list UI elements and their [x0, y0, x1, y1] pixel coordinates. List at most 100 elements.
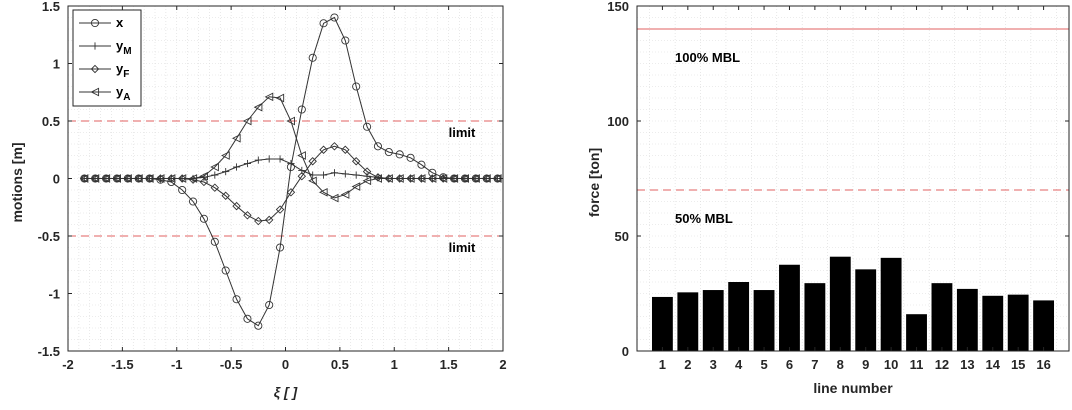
- series-point-yf: [395, 174, 404, 183]
- force-bars: [651, 256, 1055, 351]
- x-tick-label: 11: [910, 357, 924, 372]
- legend-label-x: x: [116, 15, 124, 30]
- series-point-ya: [90, 174, 100, 183]
- force-bar: [753, 290, 775, 351]
- series-point-ym: [243, 159, 252, 168]
- series-point-x: [221, 266, 230, 275]
- series-point-ya: [199, 171, 208, 181]
- series-point-ym: [211, 171, 219, 179]
- series-point-ya: [438, 174, 448, 183]
- series-point-ya: [101, 174, 111, 183]
- legend-label-ya: yA: [116, 84, 130, 103]
- series-point-ya: [188, 174, 198, 183]
- series-point-x: [395, 150, 404, 159]
- series-point-yf: [232, 201, 241, 211]
- series-point-yf: [471, 174, 481, 183]
- force-bar: [829, 256, 851, 351]
- series-line-ya: [84, 96, 498, 199]
- series-point-x: [254, 321, 263, 330]
- force-bar: [906, 314, 927, 351]
- y-tick-label: 1.5: [42, 0, 60, 14]
- series-point-yf: [449, 174, 459, 183]
- series-point-yf: [90, 174, 100, 183]
- series-point-yf: [351, 157, 361, 166]
- y-tick-label: -1: [48, 287, 60, 302]
- x-tick-label: 15: [1011, 357, 1025, 372]
- force-plot-frame: [636, 5, 1070, 352]
- series-point-ya: [405, 174, 415, 183]
- series-point-ya: [166, 174, 176, 183]
- series-point-ya: [482, 174, 491, 183]
- series-point-yf: [417, 174, 426, 183]
- motions-series: [79, 13, 502, 330]
- series-point-ya: [275, 93, 285, 103]
- force-bar: [779, 264, 800, 351]
- series-point-ya: [112, 174, 121, 183]
- force-y-axis-label: force [ton]: [586, 148, 602, 217]
- series-point-yf: [341, 145, 350, 154]
- series-point-x: [352, 82, 361, 91]
- mbl-label: 100% MBL: [675, 50, 740, 65]
- series-point-yf: [199, 177, 209, 187]
- series-point-ya: [231, 133, 241, 143]
- series-point-yf: [167, 174, 176, 183]
- motions-limit-lines: limit limit: [68, 120, 503, 255]
- series-point-ya: [308, 176, 317, 186]
- force-bar: [804, 283, 826, 351]
- y-tick-label: 0: [53, 172, 60, 187]
- series-point-ya: [210, 162, 219, 172]
- series-point-x: [373, 142, 382, 151]
- series-point-ya: [329, 193, 339, 203]
- x-tick-label: 4: [735, 357, 743, 372]
- series-point-x: [232, 295, 241, 304]
- series-point-ya: [79, 174, 89, 183]
- series-point-ya: [471, 174, 480, 183]
- series-point-yf: [460, 174, 470, 183]
- force-bar: [702, 290, 724, 351]
- y-tick-label: 0.5: [42, 114, 60, 129]
- series-point-ya: [144, 174, 154, 183]
- series-point-x: [384, 147, 393, 157]
- y-tick-label: -0.5: [38, 229, 60, 244]
- series-point-yf: [134, 174, 143, 183]
- series-point-yf: [80, 174, 89, 183]
- y-tick-label: 150: [607, 0, 629, 14]
- series-point-x: [319, 19, 328, 28]
- series-point-yf: [286, 188, 296, 197]
- series-point-ya: [155, 174, 165, 183]
- x-tick-label: 7: [811, 357, 818, 372]
- motions-ticks: -2 -1.5 -1 -0.5 0 0.5 1 1.5 2-1.5-1-0.500.511.5: [38, 0, 507, 372]
- legend-marker-ym: [91, 42, 99, 50]
- legend-label-yf: yF: [116, 61, 129, 80]
- force-bar: [651, 296, 673, 351]
- series-point-ya: [242, 116, 252, 126]
- series-point-ya: [460, 174, 469, 183]
- series-point-yf: [221, 191, 230, 200]
- series-point-ya: [286, 116, 295, 126]
- x-tick-label: 13: [960, 357, 974, 372]
- series-point-ya: [373, 174, 382, 183]
- series-point-x: [243, 314, 252, 323]
- series-point-ya: [264, 92, 274, 102]
- series-point-x: [189, 197, 198, 206]
- x-tick-label: 8: [837, 357, 844, 372]
- force-bar: [677, 292, 699, 351]
- series-point-x: [417, 160, 426, 169]
- legend-label-ym: yM: [116, 38, 132, 57]
- series-point-yf: [308, 157, 317, 166]
- series-point-yf: [177, 174, 187, 183]
- series-point-yf: [493, 174, 502, 183]
- x-tick-label: 3: [710, 357, 717, 372]
- series-point-yf: [482, 174, 491, 183]
- series-point-ym: [200, 173, 208, 181]
- force-bar: [956, 288, 978, 351]
- series-point-x: [178, 185, 187, 195]
- series-point-yf: [428, 174, 437, 183]
- series-point-ym: [341, 170, 349, 178]
- series-point-x: [199, 214, 208, 223]
- series-point-ya: [362, 176, 372, 186]
- force-bar: [880, 257, 902, 351]
